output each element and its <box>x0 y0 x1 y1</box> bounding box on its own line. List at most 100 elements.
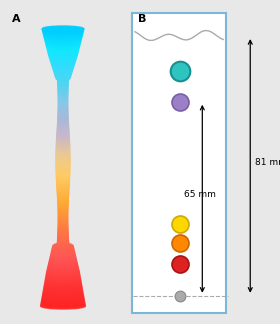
Ellipse shape <box>58 103 68 109</box>
Ellipse shape <box>50 57 76 62</box>
Ellipse shape <box>58 224 68 229</box>
Ellipse shape <box>43 293 83 299</box>
Ellipse shape <box>58 203 68 209</box>
Ellipse shape <box>56 169 70 175</box>
Ellipse shape <box>56 145 70 150</box>
Ellipse shape <box>58 219 68 225</box>
Ellipse shape <box>57 184 69 190</box>
Ellipse shape <box>51 249 75 255</box>
Ellipse shape <box>56 155 70 161</box>
Ellipse shape <box>45 282 81 288</box>
FancyBboxPatch shape <box>132 13 226 313</box>
Ellipse shape <box>50 253 76 259</box>
Ellipse shape <box>58 83 68 88</box>
Ellipse shape <box>41 300 85 305</box>
Ellipse shape <box>53 65 73 71</box>
Ellipse shape <box>58 205 68 211</box>
Ellipse shape <box>57 138 69 144</box>
Ellipse shape <box>50 255 76 261</box>
Ellipse shape <box>44 34 82 40</box>
Ellipse shape <box>58 195 68 201</box>
Ellipse shape <box>46 43 80 49</box>
Ellipse shape <box>58 217 68 223</box>
Ellipse shape <box>42 294 84 300</box>
Ellipse shape <box>58 231 68 237</box>
Ellipse shape <box>51 59 75 65</box>
Ellipse shape <box>58 221 68 226</box>
Ellipse shape <box>52 248 74 253</box>
Ellipse shape <box>46 274 80 280</box>
Ellipse shape <box>58 209 68 214</box>
Ellipse shape <box>57 192 69 198</box>
Ellipse shape <box>58 226 68 231</box>
Ellipse shape <box>44 284 82 290</box>
Ellipse shape <box>46 270 80 276</box>
Ellipse shape <box>57 183 69 189</box>
Ellipse shape <box>57 181 69 187</box>
Ellipse shape <box>58 84 68 90</box>
Ellipse shape <box>57 179 69 185</box>
Ellipse shape <box>58 101 68 107</box>
Ellipse shape <box>47 269 79 275</box>
Ellipse shape <box>58 232 68 237</box>
Ellipse shape <box>53 244 73 250</box>
Ellipse shape <box>56 166 70 172</box>
Ellipse shape <box>47 46 79 52</box>
Ellipse shape <box>58 220 68 226</box>
Ellipse shape <box>45 38 81 44</box>
Ellipse shape <box>47 268 79 274</box>
Ellipse shape <box>57 133 69 138</box>
Ellipse shape <box>47 44 79 50</box>
Ellipse shape <box>58 115 68 121</box>
Ellipse shape <box>43 28 83 34</box>
Ellipse shape <box>57 180 69 186</box>
Ellipse shape <box>45 278 81 284</box>
Ellipse shape <box>46 43 80 48</box>
Ellipse shape <box>57 241 69 247</box>
Ellipse shape <box>57 135 69 141</box>
Ellipse shape <box>46 42 80 48</box>
Ellipse shape <box>58 199 68 204</box>
Ellipse shape <box>57 129 69 135</box>
Ellipse shape <box>56 146 70 152</box>
Ellipse shape <box>46 40 80 46</box>
Ellipse shape <box>58 227 68 233</box>
Ellipse shape <box>58 110 68 115</box>
Ellipse shape <box>58 87 68 93</box>
Ellipse shape <box>47 267 79 273</box>
Ellipse shape <box>57 188 69 194</box>
Ellipse shape <box>49 54 77 60</box>
Ellipse shape <box>42 297 84 303</box>
Ellipse shape <box>58 88 68 94</box>
Ellipse shape <box>43 31 83 37</box>
Ellipse shape <box>56 170 70 176</box>
Ellipse shape <box>58 80 68 86</box>
Ellipse shape <box>58 225 68 230</box>
Ellipse shape <box>50 256 76 262</box>
Ellipse shape <box>58 216 68 222</box>
Ellipse shape <box>56 158 70 164</box>
Ellipse shape <box>57 187 69 193</box>
Ellipse shape <box>49 260 77 265</box>
Ellipse shape <box>57 242 69 248</box>
Ellipse shape <box>57 182 69 188</box>
Ellipse shape <box>58 213 68 219</box>
Ellipse shape <box>58 106 68 111</box>
Ellipse shape <box>52 63 74 69</box>
Ellipse shape <box>56 149 70 155</box>
Ellipse shape <box>41 303 85 309</box>
Ellipse shape <box>58 222 68 227</box>
Ellipse shape <box>58 234 68 239</box>
Ellipse shape <box>56 171 70 177</box>
Ellipse shape <box>46 275 80 281</box>
Ellipse shape <box>43 292 83 298</box>
Ellipse shape <box>57 122 69 128</box>
Ellipse shape <box>58 226 68 232</box>
Ellipse shape <box>58 200 68 206</box>
Ellipse shape <box>56 167 70 173</box>
Ellipse shape <box>58 120 68 125</box>
Ellipse shape <box>57 238 69 244</box>
Ellipse shape <box>54 70 72 75</box>
Ellipse shape <box>57 189 69 195</box>
Ellipse shape <box>55 71 71 77</box>
